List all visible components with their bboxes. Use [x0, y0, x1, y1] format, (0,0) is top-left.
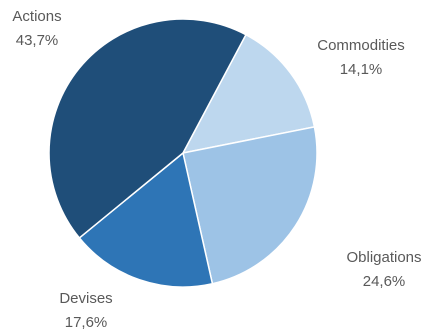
pie-slice-obligations: [182, 125, 318, 285]
pie-slices: [48, 18, 318, 288]
pie-slice-devises: [78, 151, 214, 288]
label-devises-name: Devises: [59, 290, 113, 307]
label-devises: Devises 17,6%: [59, 287, 112, 335]
label-obligations-name: Obligations: [346, 249, 422, 266]
label-obligations: Obligations 24,6%: [346, 246, 421, 294]
label-commodities-value: 14,1%: [339, 61, 383, 78]
pie-slice-commodities: [181, 33, 316, 155]
label-devises-value: 17,6%: [64, 314, 108, 331]
label-obligations-value: 24,6%: [362, 273, 406, 290]
label-actions-value: 43,7%: [15, 32, 59, 49]
label-commodities-name: Commodities: [317, 37, 405, 54]
label-actions: Actions 43,7%: [12, 5, 61, 53]
label-commodities: Commodities 14,1%: [317, 34, 405, 82]
label-actions-name: Actions: [12, 8, 62, 25]
pie-slice-actions: [48, 18, 247, 239]
